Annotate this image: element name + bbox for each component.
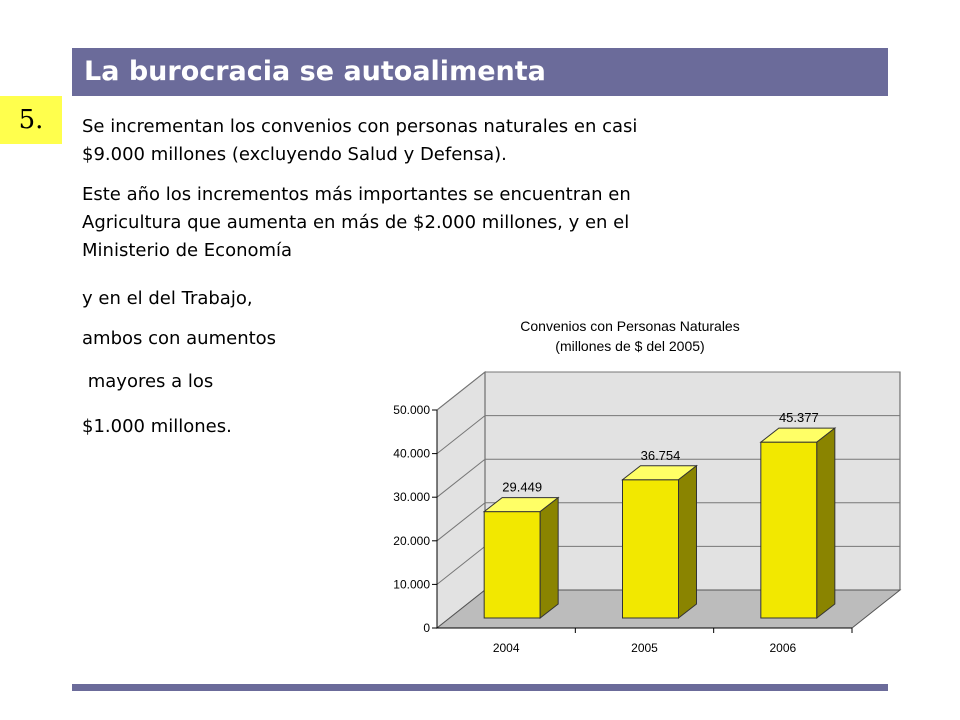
y-tick-label: 20.000 [393, 534, 430, 548]
chart-title-block: Convenios con Personas Naturales (millon… [460, 316, 800, 356]
paragraph-line: Se incrementan los convenios con persona… [82, 116, 638, 137]
y-tick-label: 0 [423, 621, 430, 635]
y-tick-label: 10.000 [393, 577, 430, 591]
data-label: 36.754 [641, 448, 681, 463]
data-label: 45.377 [779, 410, 819, 425]
paragraph-line: Agricultura que aumenta en más de $2.000… [82, 212, 630, 233]
x-tick-label: 2004 [493, 641, 520, 655]
slide-title: La burocracia se autoalimenta [84, 56, 546, 87]
chart-side-wall [436, 370, 486, 630]
bar-side [678, 464, 697, 620]
gridline [436, 415, 900, 454]
bar [622, 479, 679, 619]
y-tick-label: 50.000 [393, 403, 430, 417]
bar [483, 511, 541, 619]
bar [760, 441, 818, 619]
paragraph-line: ambos con aumentos [82, 328, 277, 349]
chart-title: Convenios con Personas Naturales [520, 318, 740, 334]
x-tick-label: 2006 [769, 641, 796, 655]
paragraph-line: Este año los incrementos más importantes… [82, 184, 631, 205]
paragraph-line: y en el del Trabajo, [82, 288, 253, 309]
y-tick-label: 40.000 [393, 447, 430, 461]
bar-chart: 0 10.000 20.000 30.000 40.000 50.000 29.449 200… [393, 370, 902, 655]
chart-subtitle: (millones de $ del 2005) [555, 338, 705, 354]
bar-side [539, 496, 559, 620]
paragraph-line: mayores a los [82, 371, 214, 392]
slide-number: 5. [0, 96, 62, 144]
bar-side [816, 427, 836, 620]
paragraph-line: $9.000 millones (excluyendo Salud y Defe… [82, 144, 507, 165]
paragraph-line: $1.000 millones. [82, 416, 232, 437]
gridline [436, 371, 900, 411]
x-tick-label: 2005 [631, 641, 658, 655]
paragraph-line: Ministerio de Economía [82, 240, 293, 261]
y-tick-label: 30.000 [393, 490, 430, 504]
bottom-bar [72, 684, 888, 691]
data-label: 29.449 [502, 480, 542, 495]
title-bar: La burocracia se autoalimenta [72, 48, 888, 96]
